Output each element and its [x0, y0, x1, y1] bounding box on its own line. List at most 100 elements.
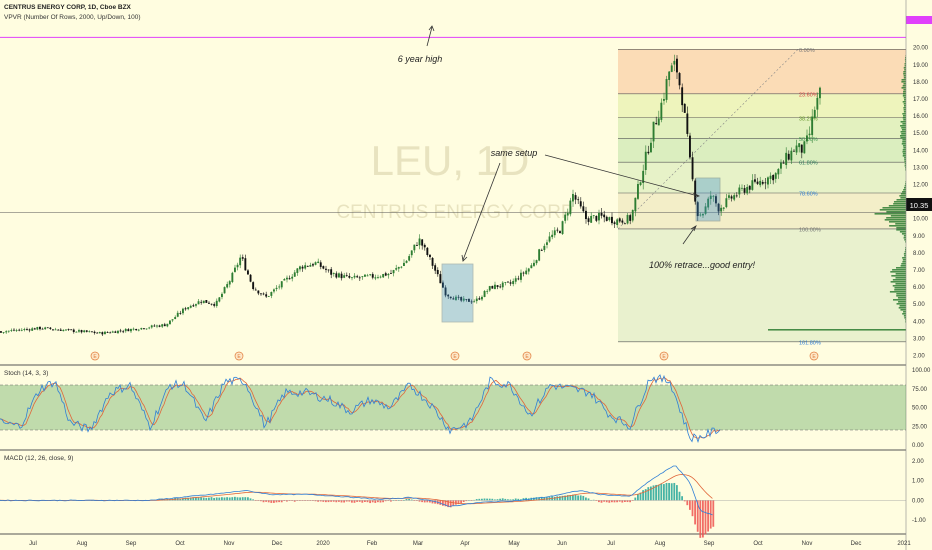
macd-histogram-bar [228, 497, 231, 501]
price-axis-label: 6.00 [913, 285, 925, 291]
candle-body [228, 281, 231, 285]
candle-body [507, 281, 509, 283]
macd-axis-label: 1.00 [912, 479, 924, 485]
macd-histogram-bar [605, 500, 608, 503]
volume-profile-bar [899, 195, 906, 197]
candle-body [0, 331, 2, 333]
volume-profile-bar [903, 311, 906, 313]
candle-body [223, 287, 226, 294]
earnings-marker[interactable] [234, 351, 244, 361]
candle-body [530, 265, 533, 269]
candle-body [132, 328, 135, 330]
candle-body [403, 262, 405, 267]
macd-histogram-bar [481, 498, 483, 501]
volume-profile-bar [904, 251, 906, 253]
candle-body [431, 257, 434, 266]
candle-body [117, 330, 119, 334]
candle-body [689, 135, 691, 158]
candle-body [179, 312, 182, 314]
candle-body [759, 180, 762, 186]
macd-histogram-bar [512, 499, 514, 501]
candle-body [699, 214, 702, 216]
time-axis-label: 2020 [316, 541, 330, 547]
macd-histogram-bar [514, 498, 517, 501]
candle-body [525, 270, 528, 275]
resistance-line[interactable] [0, 36, 906, 213]
volume-profile-bar [903, 71, 906, 73]
candle-body [603, 214, 606, 218]
candle-body [192, 305, 195, 307]
earnings-marker-label: E [812, 354, 816, 360]
candle-body [566, 212, 569, 216]
arrow-head-retrace [690, 225, 697, 232]
macd-histogram-bar [179, 498, 182, 501]
macd-histogram-bar [384, 500, 387, 502]
annotation-good-entry[interactable]: 100% retrace...good entry! [649, 260, 756, 270]
candle-body [387, 273, 390, 276]
volume-profile-bar [893, 203, 906, 205]
annotation-6-year-high[interactable]: 6 year high [398, 54, 443, 64]
earnings-marker[interactable] [90, 351, 100, 361]
candle-body [304, 265, 307, 269]
vpvr-label[interactable]: VPVR (Number Of Rows, 2000, Up/Down, 100… [4, 14, 141, 21]
annotation-same-setup[interactable]: same setup [491, 148, 538, 158]
candle-body [624, 223, 626, 225]
macd-histogram-bar [262, 500, 265, 503]
candle-body [504, 282, 507, 283]
macd-histogram-bar [343, 500, 345, 503]
setup-boxes[interactable] [441, 177, 721, 323]
volume-profile-bar [903, 83, 906, 85]
macd-histogram-bar [192, 497, 195, 501]
time-axis-label: Nov [224, 541, 235, 547]
earnings-marker[interactable] [809, 351, 819, 361]
stoch-axis-label: 75.00 [912, 387, 928, 393]
macd-line [0, 465, 713, 516]
earnings-marker[interactable] [659, 351, 669, 361]
candle-body [764, 182, 767, 184]
setup-box-august[interactable] [695, 177, 721, 222]
earnings-marker[interactable] [522, 351, 532, 361]
candle-body [754, 179, 756, 182]
candle-body [782, 162, 785, 164]
time-axis-label: Aug [77, 541, 88, 547]
volume-profile-bar [901, 133, 906, 135]
volume-profile-bar [900, 309, 906, 311]
candle-body [717, 203, 720, 212]
chart-title[interactable]: CENTRUS ENERGY CORP, 1D, Cboe BZX [4, 4, 132, 11]
candle-body [517, 278, 520, 280]
macd-histogram-bar [288, 500, 291, 501]
macd-pane [0, 465, 906, 538]
arrow-head-high [428, 25, 435, 32]
macd-histogram-bar [442, 500, 444, 506]
volume-profile-bar [903, 109, 906, 111]
macd-histogram-bar [421, 500, 423, 503]
candle-body [20, 329, 23, 331]
candle-body [527, 268, 530, 272]
setup-box-march[interactable] [441, 263, 474, 323]
macd-axis-label: 2.00 [912, 459, 924, 465]
candle-body [31, 328, 34, 331]
macd-histogram-bar [681, 496, 683, 501]
fib-retracement[interactable]: 0.00% 23.60% 38.20% 50.00% 61.80% 78.60% 100.0… [617, 48, 906, 346]
macd-histogram-bar [447, 500, 449, 508]
macd-histogram-bar [293, 500, 296, 502]
candle-body [813, 109, 816, 118]
stoch-axis-label: 25.00 [912, 424, 928, 430]
candle-body [442, 282, 444, 288]
volume-profile-bar [902, 123, 906, 125]
candle-body [171, 319, 174, 321]
macd-histogram-bar [634, 497, 637, 501]
candle-body [182, 308, 184, 314]
volume-profile-bar [904, 165, 906, 167]
earnings-marker[interactable] [450, 351, 460, 361]
stoch-title[interactable]: Stoch (14, 3, 3) [4, 370, 48, 377]
time-axis-label: Jul [29, 541, 37, 547]
candle-body [23, 329, 26, 331]
candle-body [670, 65, 673, 72]
candle-body [478, 298, 481, 300]
time-axis-label: Sep [126, 541, 137, 547]
annotations[interactable]: 6 year high same setup 100% retrace...go… [398, 25, 756, 270]
macd-title[interactable]: MACD (12, 26, close, 9) [4, 455, 73, 462]
